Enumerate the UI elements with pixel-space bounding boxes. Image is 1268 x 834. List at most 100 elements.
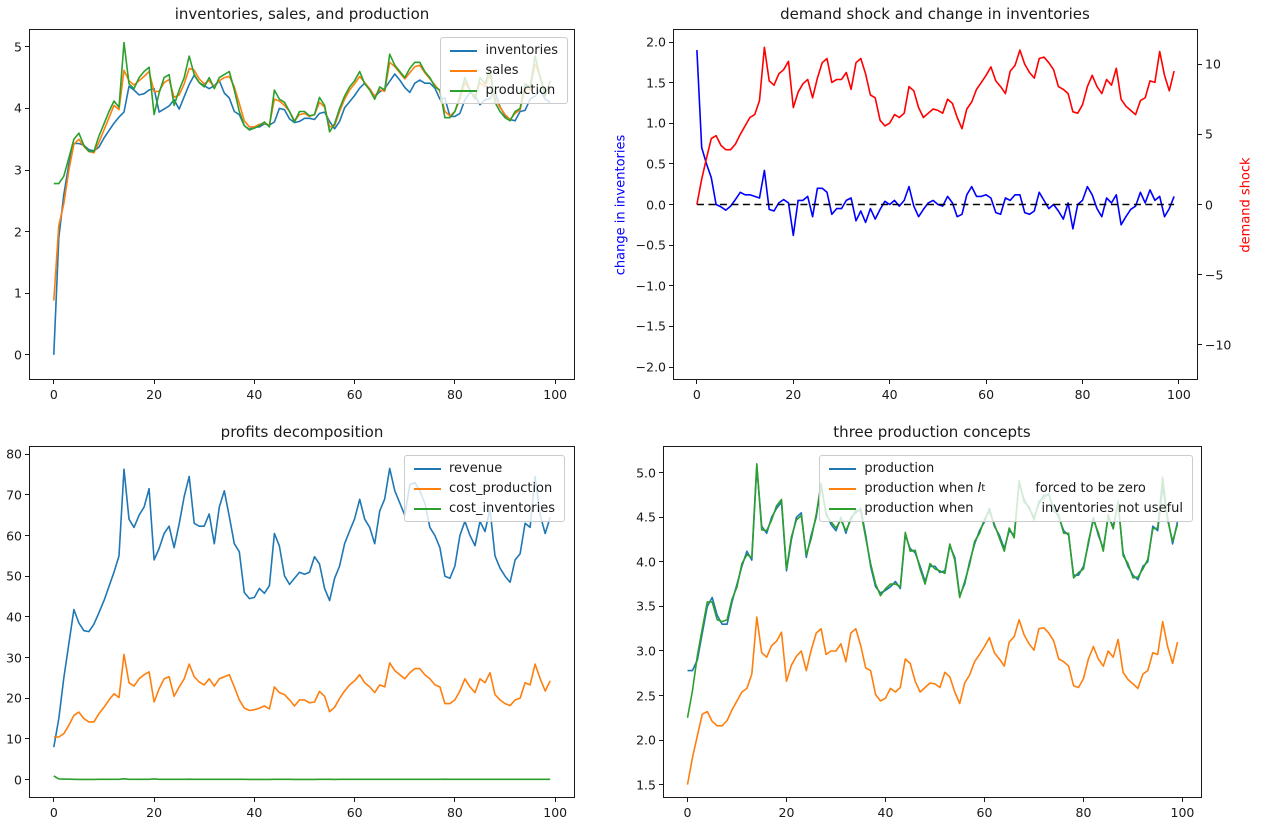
y-tick-mark <box>659 561 663 563</box>
x-tick-mark <box>454 380 456 384</box>
legend-label: cost_production <box>448 481 553 496</box>
series-inventories <box>53 73 551 355</box>
y-tick-label: 50 <box>6 568 22 584</box>
legend-line-sample <box>829 467 857 470</box>
x-tick-label: 100 <box>1170 805 1195 820</box>
chart-title-profits-decomposition: profits decomposition <box>220 423 384 441</box>
x-tick-label: 80 <box>1074 387 1091 402</box>
y-tick-label: −1.5 <box>635 318 666 334</box>
legend-label: forced to be zero <box>1035 481 1146 496</box>
y-tick-mark <box>25 575 29 577</box>
x-tick-label: 100 <box>543 805 568 820</box>
y-tick-label-right: −5 <box>1205 267 1224 283</box>
y-tick-mark <box>25 292 29 294</box>
x-tick-label: 40 <box>881 387 898 402</box>
x-tick-mark <box>785 798 787 802</box>
y-tick-label: 2.0 <box>646 34 666 50</box>
x-tick-label: 80 <box>446 387 463 402</box>
y-tick-label: 0 <box>14 347 22 363</box>
x-tick-mark <box>554 798 556 802</box>
y-tick-label: 4 <box>14 100 22 116</box>
axes-box <box>29 446 575 798</box>
y-tick-label: 60 <box>6 528 22 544</box>
y-tick-label: 1 <box>14 285 22 301</box>
legend-line-sample <box>413 507 441 510</box>
y-tick-label: 2.5 <box>636 688 656 704</box>
legend: revenue cost_production cost_inventories <box>403 455 565 522</box>
y-tick-mark <box>659 695 663 697</box>
y-tick-mark-right <box>1198 274 1202 276</box>
x-tick-mark <box>153 798 155 802</box>
y-tick-mark <box>669 244 673 246</box>
y-tick-mark <box>669 285 673 287</box>
x-tick-label: 60 <box>976 805 993 820</box>
y-tick-label: 5.0 <box>636 465 656 481</box>
legend-item: inventories <box>450 43 558 58</box>
y-tick-label: 0.5 <box>646 156 666 172</box>
y-tick-mark <box>669 122 673 124</box>
legend-label: sales <box>485 63 519 78</box>
legend-line-sample <box>829 507 857 510</box>
axes-box <box>29 29 575 380</box>
x-tick-mark <box>554 380 556 384</box>
y-tick-mark <box>25 657 29 659</box>
legend-label-subscript: t <box>981 483 986 494</box>
x-tick-mark <box>253 798 255 802</box>
y-tick-label: 0.0 <box>646 197 666 212</box>
y-tick-label: 40 <box>6 609 22 625</box>
y-tick-label-right: 5 <box>1205 126 1213 142</box>
x-tick-label: 40 <box>246 805 263 820</box>
x-tick-mark <box>354 380 356 384</box>
legend-line-sample <box>450 69 478 72</box>
y-tick-mark <box>25 535 29 537</box>
legend-text-gap <box>985 488 1035 489</box>
y-tick-label-right: 10 <box>1205 56 1221 72</box>
x-tick-label: 20 <box>146 387 163 402</box>
x-tick-mark <box>696 380 698 384</box>
y-tick-label: 80 <box>6 446 22 462</box>
axes-box <box>673 29 1198 380</box>
y-tick-mark <box>25 738 29 740</box>
y-tick-label: 3 <box>14 162 22 178</box>
y-tick-mark <box>25 107 29 109</box>
legend-item: production <box>450 83 558 98</box>
y-tick-label: 5 <box>14 39 22 55</box>
y-axis-label-demand-shock: demand shock <box>1238 157 1254 253</box>
x-tick-mark <box>354 798 356 802</box>
y-axis-label-change-in-inventories: change in inventories <box>613 134 629 276</box>
y-tick-label: 0 <box>14 772 22 788</box>
y-tick-mark <box>25 231 29 233</box>
legend-item: production when inventories not useful <box>829 501 1183 516</box>
x-tick-mark <box>1178 380 1180 384</box>
legend-line-sample <box>413 467 441 470</box>
x-tick-label: 100 <box>543 387 568 402</box>
y-tick-mark <box>659 784 663 786</box>
legend-label: inventories not useful <box>1041 501 1183 516</box>
x-tick-label: 100 <box>1167 387 1191 402</box>
x-tick-label: 0 <box>49 805 58 820</box>
x-tick-label: 60 <box>346 805 363 820</box>
legend-item: production <box>829 461 1183 476</box>
y-tick-label-right: 0 <box>1205 197 1213 212</box>
y-tick-label: 1.5 <box>646 75 666 91</box>
y-tick-label: 1.5 <box>636 777 656 793</box>
y-tick-mark <box>25 494 29 496</box>
legend-line-sample <box>829 487 857 490</box>
series-production-when-i-t-forced-to-be-zero <box>686 616 1179 785</box>
y-tick-label: 2 <box>14 224 22 240</box>
y-tick-mark <box>25 697 29 699</box>
x-tick-label: 60 <box>978 387 995 402</box>
x-tick-mark <box>53 380 55 384</box>
legend: inventories sales production <box>440 37 568 104</box>
x-tick-label: 80 <box>1075 805 1092 820</box>
legend-item: sales <box>450 63 558 78</box>
x-tick-label: 40 <box>877 805 894 820</box>
x-tick-label: 20 <box>146 805 163 820</box>
y-tick-mark <box>25 616 29 618</box>
series-sales <box>53 61 551 301</box>
x-tick-mark <box>1082 798 1084 802</box>
legend-item: cost_inventories <box>413 501 555 516</box>
